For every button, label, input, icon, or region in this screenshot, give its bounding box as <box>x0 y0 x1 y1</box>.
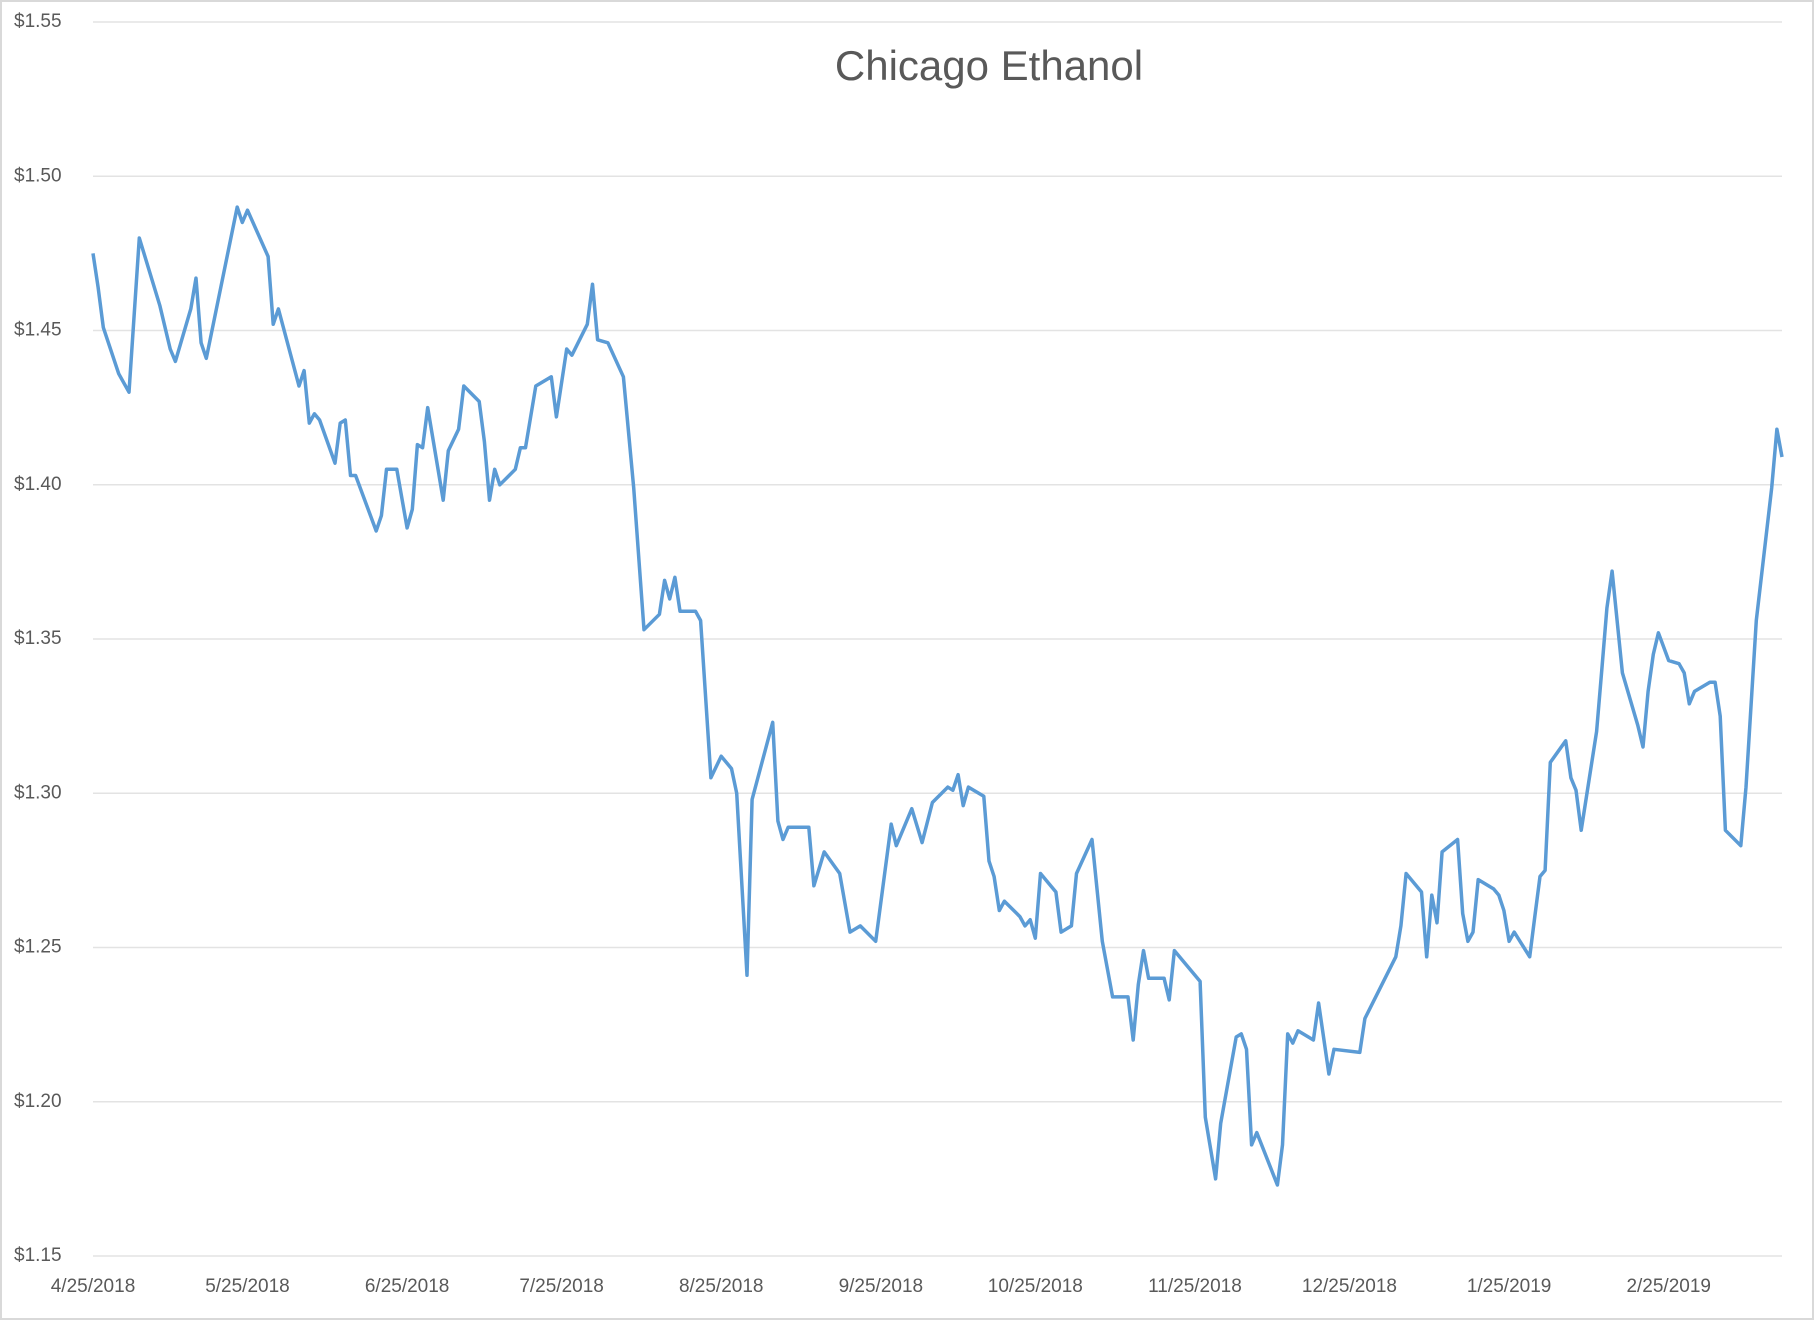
x-tick-label: 4/25/2018 <box>51 1276 136 1297</box>
y-tick-label: $1.55 <box>14 11 62 32</box>
y-tick-label: $1.15 <box>14 1245 62 1266</box>
y-tick-label: $1.25 <box>14 937 62 958</box>
x-tick-label: 5/25/2018 <box>205 1276 290 1297</box>
x-tick-label: 7/25/2018 <box>519 1276 604 1297</box>
x-tick-label: 2/25/2019 <box>1626 1276 1711 1297</box>
y-tick-label: $1.20 <box>14 1091 62 1112</box>
y-tick-label: $1.50 <box>14 165 62 186</box>
y-tick-label: $1.35 <box>14 628 62 649</box>
x-tick-label: 8/25/2018 <box>679 1276 764 1297</box>
x-tick-label: 6/25/2018 <box>365 1276 450 1297</box>
x-tick-label: 12/25/2018 <box>1302 1276 1397 1297</box>
x-tick-label: 1/25/2019 <box>1467 1276 1552 1297</box>
y-tick-label: $1.30 <box>14 782 62 803</box>
x-tick-label: 10/25/2018 <box>988 1276 1083 1297</box>
x-tick-label: 9/25/2018 <box>839 1276 924 1297</box>
y-tick-label: $1.40 <box>14 474 62 495</box>
y-tick-label: $1.45 <box>14 320 62 341</box>
data-line <box>91 205 1784 1187</box>
chart-title: Chicago Ethanol <box>835 42 1143 89</box>
x-tick-label: 11/25/2018 <box>1148 1276 1242 1297</box>
